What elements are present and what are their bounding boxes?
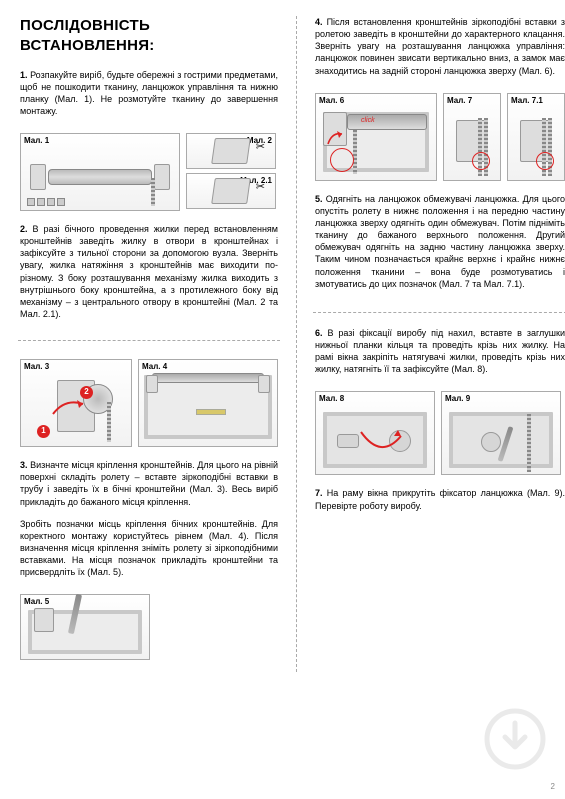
watermark-icon: [483, 707, 547, 771]
page-title: ПОСЛІДОВНІСТЬ ВСТАНОВЛЕННЯ:: [20, 16, 278, 57]
curved-arrow-icon: [51, 396, 87, 418]
step-1: 1. Розпакуйте виріб, будьте обережні з г…: [20, 69, 278, 118]
step-3b: Зробіть позначки місць кріплення бічних …: [20, 518, 278, 579]
fig-row-2: Мал. 3 1 2 Мал. 4: [20, 359, 278, 447]
step-4: 4. Після встановлення кронштейнів зіркоп…: [315, 16, 565, 77]
step-2: 2. В разі бічного проведення жилки перед…: [20, 223, 278, 320]
click-label: click: [361, 116, 375, 125]
fig-label: Мал. 3: [24, 362, 49, 373]
fig-label: Мал. 4: [142, 362, 167, 373]
fig-row-1: Мал. 1 Мал. 2 ✂: [20, 133, 278, 211]
fig-label: Мал. 7.1: [511, 96, 543, 107]
fig-label: Мал. 6: [319, 96, 344, 107]
step-7: 7. На раму вікна прикрутіть фіксатор лан…: [315, 487, 565, 511]
curved-arrow-icon: [357, 426, 405, 462]
page-number: 2: [551, 782, 555, 793]
fig-row-5: Мал. 8 Мал. 9: [315, 391, 565, 475]
step-6: 6. В разі фіксації виробу під нахил, вст…: [315, 327, 565, 376]
callout-1: 1: [37, 425, 50, 438]
curved-arrow-icon: [326, 128, 346, 148]
fig-label: Мал. 9: [445, 394, 470, 405]
fig-label: Мал. 7: [447, 96, 472, 107]
step-5: 5. Одягніть на ланцюжок обмежувачі ланцю…: [315, 193, 565, 290]
fig-label: Мал. 8: [319, 394, 344, 405]
fig-row-4: Мал. 6 click Мал. 7: [315, 93, 565, 181]
step-3: 3. Визначте місця кріплення кронштейнів.…: [20, 459, 278, 508]
fig-row-3: Мал. 5: [20, 594, 278, 660]
fig-label: Мал. 1: [24, 136, 49, 147]
fig-label: Мал. 5: [24, 597, 49, 608]
